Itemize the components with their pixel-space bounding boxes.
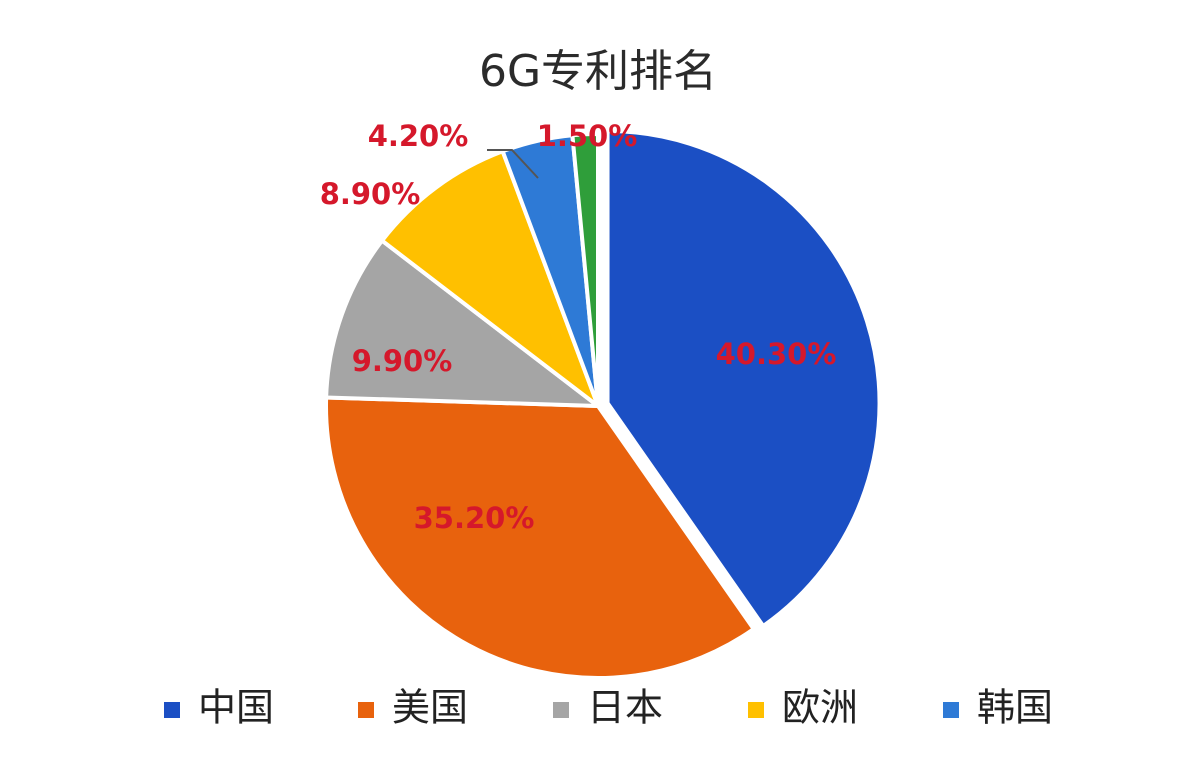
legend-label: 欧洲 (782, 686, 858, 730)
leader-line (487, 149, 539, 179)
data-label: 1.50% (537, 119, 638, 153)
legend-label: 韩国 (977, 686, 1053, 730)
pie-slice-other (570, 132, 600, 408)
data-label: 8.90% (320, 177, 421, 211)
legend-label: 日本 (587, 686, 663, 730)
legend: 中国 美国 日本 欧洲 韩国 (164, 686, 1053, 730)
legend-label: 美国 (392, 686, 468, 730)
data-label: 9.90% (352, 344, 453, 378)
pie-slices (324, 129, 882, 680)
pie-slice-日本 (324, 238, 600, 408)
pie-slice-中国 (605, 129, 882, 629)
legend-swatch (748, 702, 764, 718)
chart-title: 6G专利排名 (479, 46, 717, 97)
data-label: 40.30% (716, 337, 837, 371)
data-labels: 40.30% 35.20% 9.90% 8.90% 4.20% 1.50% (320, 119, 837, 535)
pie-slice-美国 (324, 395, 756, 680)
data-label: 35.20% (414, 501, 535, 535)
pie-slice-欧洲 (380, 149, 600, 408)
legend-swatch (553, 702, 569, 718)
legend-swatch (358, 702, 374, 718)
legend-swatch (164, 702, 180, 718)
data-label: 4.20% (368, 119, 469, 153)
legend-label: 中国 (198, 686, 274, 730)
legend-swatch (943, 702, 959, 718)
